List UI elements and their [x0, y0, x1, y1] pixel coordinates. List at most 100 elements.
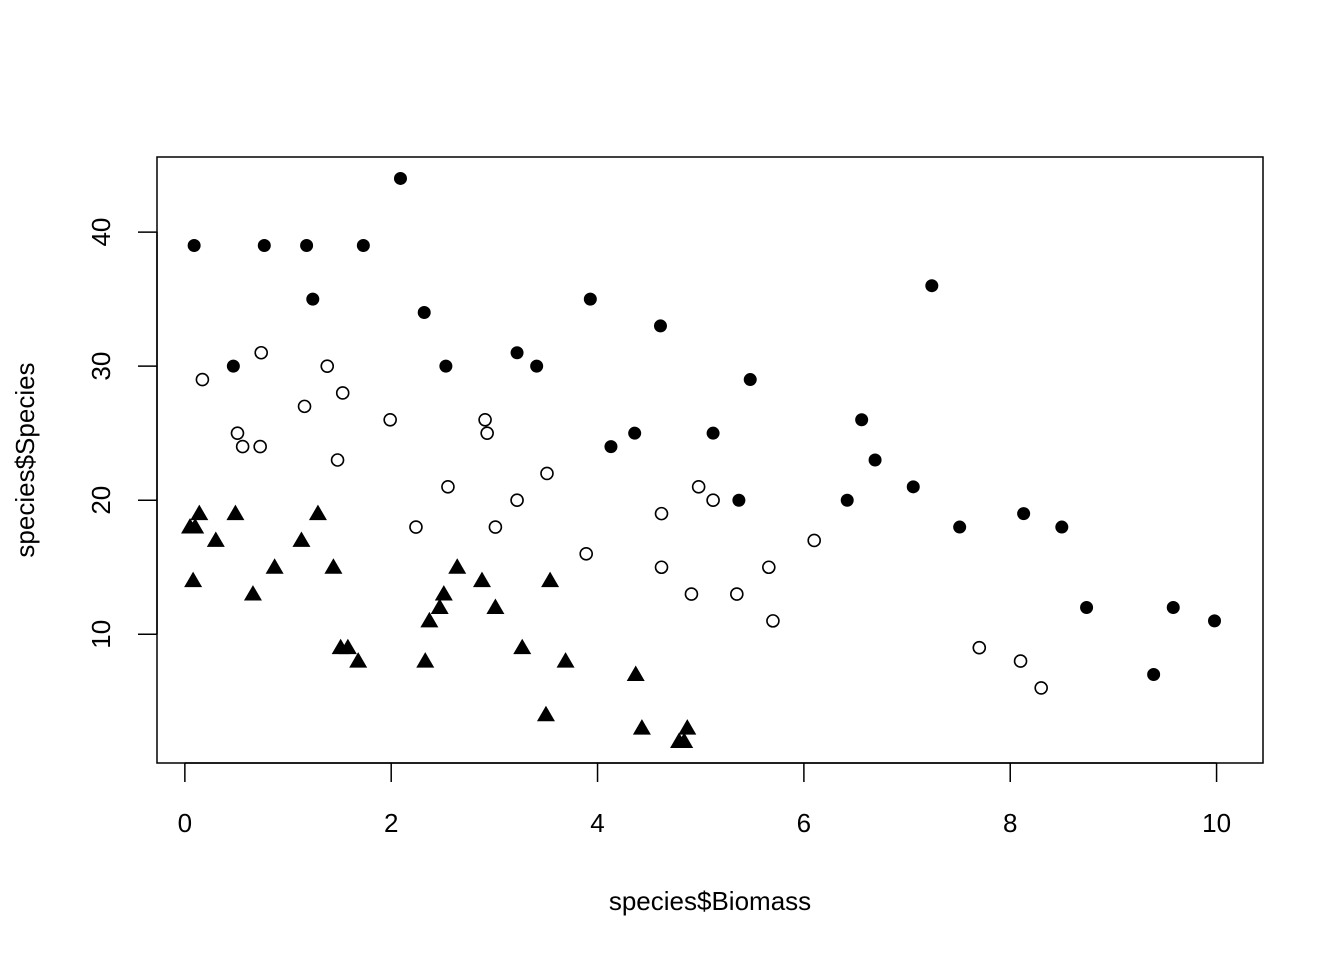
triangle-point	[265, 558, 284, 574]
open-circle-point	[441, 480, 455, 494]
open-circle-point	[762, 560, 776, 575]
filled-circle-point	[530, 359, 544, 373]
x-axis-label: species$Biomass	[609, 886, 811, 916]
filled-circle-point	[1055, 520, 1069, 534]
open-circle-point	[766, 614, 780, 628]
triangle-point	[324, 558, 343, 574]
x-tick-label: 2	[384, 808, 398, 838]
triangle-point	[632, 719, 651, 735]
y-tick-label: 10	[86, 620, 116, 649]
triangle-point	[536, 705, 555, 722]
filled-circle-point	[257, 238, 271, 252]
filled-circle-point	[628, 426, 642, 440]
open-circle-point	[540, 466, 554, 481]
open-circle-point	[297, 399, 312, 414]
triangle-point	[678, 719, 697, 735]
y-axis-label: species$Species	[10, 362, 40, 557]
y-tick-label: 20	[86, 486, 116, 515]
filled-circle-point	[953, 520, 967, 534]
x-tick-label: 8	[1003, 808, 1017, 838]
open-circle-point	[579, 547, 593, 561]
triangle-point	[416, 652, 435, 668]
triangle-point	[434, 585, 453, 601]
open-circle-point	[1034, 681, 1048, 695]
y-tick-label: 30	[86, 352, 116, 381]
open-circle-point	[335, 386, 350, 400]
open-circle-point	[972, 640, 987, 655]
open-circle-point	[383, 412, 397, 427]
triangle-point	[513, 638, 532, 655]
filled-circle-point	[1017, 507, 1031, 521]
filled-circle-point	[925, 279, 939, 293]
filled-circle-point	[855, 413, 869, 427]
triangle-point	[349, 652, 368, 668]
filled-circle-point	[743, 373, 757, 387]
open-circle-point	[478, 412, 492, 427]
open-circle-point	[510, 493, 524, 508]
x-tick-label: 10	[1202, 808, 1231, 838]
open-circle-point	[807, 533, 822, 548]
filled-circle-point	[187, 238, 201, 252]
open-circle-point	[254, 345, 269, 360]
x-tick-label: 6	[797, 808, 811, 838]
filled-circle-point	[510, 346, 524, 360]
triangle-point	[184, 571, 203, 588]
triangle-point	[556, 652, 575, 668]
triangle-point	[420, 611, 439, 628]
y-tick-label: 40	[86, 218, 116, 247]
open-circle-point	[488, 520, 503, 534]
filled-circle-point	[732, 493, 746, 507]
triangle-point	[308, 504, 327, 521]
triangle-point	[472, 571, 491, 588]
triangle-point	[448, 558, 467, 574]
open-circle-point	[330, 453, 345, 467]
x-tick-label: 0	[178, 808, 192, 838]
filled-circle-point	[583, 292, 597, 306]
triangle-point	[486, 598, 505, 614]
x-axis: 0 2 4 6 8 10	[178, 762, 1231, 838]
open-circle-point	[320, 359, 335, 373]
filled-circle-point	[1166, 600, 1180, 614]
triangle-point	[206, 531, 225, 547]
triangle-point	[226, 504, 245, 521]
open-circle-point	[684, 587, 699, 601]
open-circle-point	[730, 587, 744, 601]
filled-circle-point	[1208, 614, 1222, 628]
open-circle-point	[235, 439, 250, 454]
triangle-point	[243, 585, 262, 601]
open-circle-point	[654, 506, 669, 521]
filled-circle-point	[439, 359, 453, 373]
open-circle-point	[706, 493, 720, 508]
x-tick-label: 4	[590, 808, 604, 838]
triangle-point	[675, 732, 694, 749]
filled-circle-point	[706, 426, 720, 440]
filled-circle-point	[868, 453, 882, 467]
triangle-point	[186, 518, 205, 534]
filled-circle-point	[840, 493, 854, 507]
filled-circle-point	[417, 306, 431, 320]
data-points	[181, 171, 1222, 749]
filled-circle-point	[300, 238, 314, 252]
open-circle-point	[253, 439, 267, 454]
y-axis: 10 20 30 40	[86, 218, 158, 649]
filled-circle-point	[1147, 668, 1161, 682]
filled-circle-point	[306, 292, 320, 306]
open-circle-point	[1013, 654, 1028, 668]
triangle-point	[338, 638, 357, 655]
open-circle-point	[195, 372, 210, 387]
open-circle-point	[654, 560, 669, 575]
triangle-point	[190, 504, 209, 521]
filled-circle-point	[393, 171, 407, 185]
triangle-point	[626, 665, 645, 681]
open-circle-point	[691, 480, 706, 494]
open-circle-point	[230, 426, 245, 440]
triangle-point	[541, 571, 560, 588]
filled-circle-point	[604, 440, 618, 454]
filled-circle-point	[906, 480, 920, 494]
triangle-point	[430, 598, 449, 614]
filled-circle-point	[1080, 600, 1094, 614]
filled-circle-point	[226, 359, 240, 373]
filled-circle-point	[653, 319, 667, 333]
